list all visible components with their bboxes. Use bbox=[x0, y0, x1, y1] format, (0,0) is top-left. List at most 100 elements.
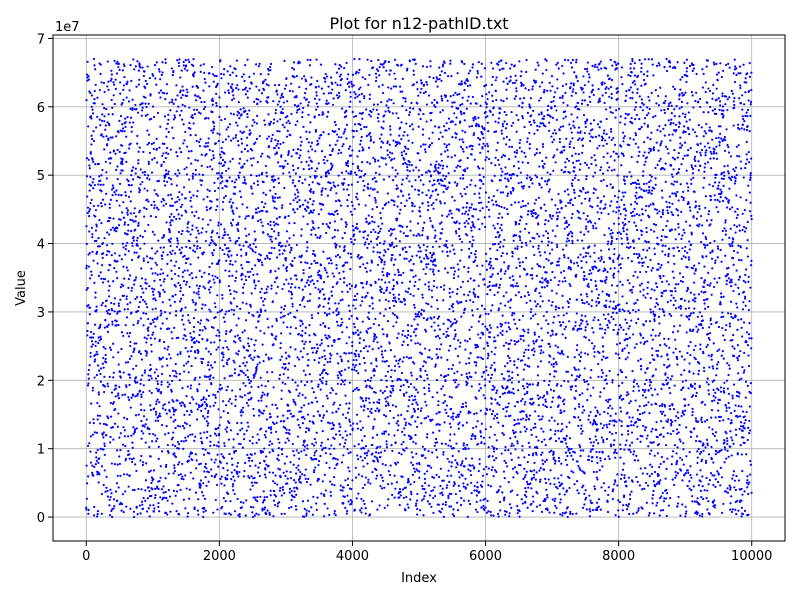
scatter-point bbox=[160, 358, 163, 361]
scatter-point bbox=[218, 133, 221, 136]
scatter-point bbox=[406, 409, 409, 413]
scatter-point bbox=[122, 334, 125, 338]
scatter-point bbox=[339, 404, 342, 407]
scatter-point bbox=[316, 139, 319, 143]
scatter-point bbox=[341, 298, 344, 301]
scatter-point bbox=[145, 510, 149, 513]
scatter-point bbox=[262, 360, 265, 363]
scatter-point bbox=[407, 287, 410, 290]
scatter-point bbox=[381, 391, 384, 394]
scatter-point bbox=[347, 164, 350, 168]
scatter-point bbox=[297, 358, 301, 361]
scatter-point bbox=[355, 369, 358, 373]
scatter-point bbox=[109, 441, 112, 444]
scatter-point bbox=[409, 498, 412, 501]
scatter-point bbox=[288, 506, 291, 510]
scatter-point bbox=[146, 177, 149, 180]
scatter-point bbox=[93, 360, 96, 363]
scatter-point bbox=[402, 440, 405, 444]
scatter-point bbox=[184, 474, 187, 477]
scatter-point bbox=[207, 273, 211, 276]
scatter-point bbox=[129, 200, 132, 203]
scatter-point bbox=[177, 473, 180, 477]
scatter-point bbox=[141, 180, 144, 184]
scatter-point bbox=[139, 378, 143, 381]
scatter-point bbox=[87, 265, 91, 268]
scatter-point bbox=[232, 359, 235, 362]
scatter-point bbox=[339, 84, 342, 87]
scatter-point bbox=[302, 347, 305, 350]
scatter-point bbox=[381, 259, 384, 262]
scatter-point bbox=[405, 250, 408, 254]
scatter-point bbox=[380, 378, 383, 382]
scatter-point bbox=[88, 313, 91, 316]
scatter-point bbox=[368, 386, 372, 389]
scatter-point bbox=[379, 455, 382, 459]
scatter-point bbox=[366, 407, 369, 410]
scatter-point bbox=[159, 246, 162, 249]
scatter-point bbox=[141, 106, 144, 109]
scatter-point bbox=[92, 177, 95, 181]
scatter-point bbox=[240, 370, 244, 373]
scatter-point bbox=[143, 70, 146, 73]
scatter-point bbox=[270, 357, 273, 360]
scatter-point bbox=[255, 367, 258, 371]
scatter-point bbox=[187, 313, 190, 317]
scatter-point bbox=[283, 512, 286, 515]
scatter-point bbox=[260, 396, 263, 399]
scatter-point bbox=[281, 92, 284, 95]
scatter-point bbox=[247, 342, 250, 345]
scatter-point bbox=[189, 263, 192, 266]
scatter-point bbox=[113, 310, 116, 313]
scatter-point bbox=[381, 432, 384, 435]
scatter-point bbox=[203, 325, 206, 328]
scatter-point bbox=[289, 461, 292, 464]
scatter-point bbox=[406, 343, 409, 347]
scatter-point bbox=[310, 506, 313, 509]
scatter-point bbox=[318, 304, 321, 307]
scatter-point bbox=[308, 510, 311, 513]
scatter-point bbox=[190, 205, 193, 208]
scatter-point bbox=[404, 290, 407, 293]
scatter-point bbox=[90, 270, 93, 273]
scatter-point bbox=[350, 170, 353, 173]
scatter-point bbox=[353, 238, 357, 241]
scatter-point bbox=[294, 316, 297, 319]
scatter-point bbox=[266, 285, 269, 288]
scatter-point bbox=[185, 422, 188, 426]
scatter-point bbox=[365, 396, 368, 400]
scatter-point bbox=[307, 104, 310, 107]
scatter-point bbox=[163, 199, 166, 202]
scatter-point bbox=[332, 181, 335, 184]
scatter-point bbox=[232, 94, 235, 97]
scatter-point bbox=[275, 217, 279, 220]
scatter-point bbox=[412, 73, 415, 76]
scatter-point bbox=[188, 240, 191, 243]
scatter-point bbox=[106, 489, 109, 492]
scatter-point bbox=[146, 129, 149, 132]
scatter-point bbox=[167, 194, 170, 197]
scatter-point bbox=[316, 79, 319, 83]
scatter-point bbox=[254, 245, 258, 249]
scatter-point bbox=[320, 176, 323, 179]
scatter-point bbox=[266, 317, 269, 321]
scatter-point bbox=[215, 104, 218, 107]
scatter-point bbox=[360, 127, 363, 131]
scatter-point bbox=[256, 499, 259, 503]
scatter-point bbox=[342, 270, 345, 273]
scatter-point bbox=[349, 433, 352, 436]
scatter-point bbox=[165, 221, 168, 224]
scatter-point bbox=[391, 112, 394, 115]
scatter-point bbox=[257, 466, 260, 469]
scatter-point bbox=[307, 402, 310, 405]
scatter-point bbox=[407, 333, 410, 337]
scatter-point bbox=[284, 474, 287, 478]
scatter-point bbox=[168, 312, 172, 315]
scatter-point bbox=[409, 423, 412, 426]
scatter-point bbox=[384, 308, 387, 311]
scatter-point bbox=[367, 242, 370, 246]
scatter-point bbox=[375, 468, 378, 472]
scatter-point bbox=[282, 101, 286, 104]
scatter-point bbox=[129, 274, 132, 277]
scatter-point bbox=[286, 409, 290, 413]
